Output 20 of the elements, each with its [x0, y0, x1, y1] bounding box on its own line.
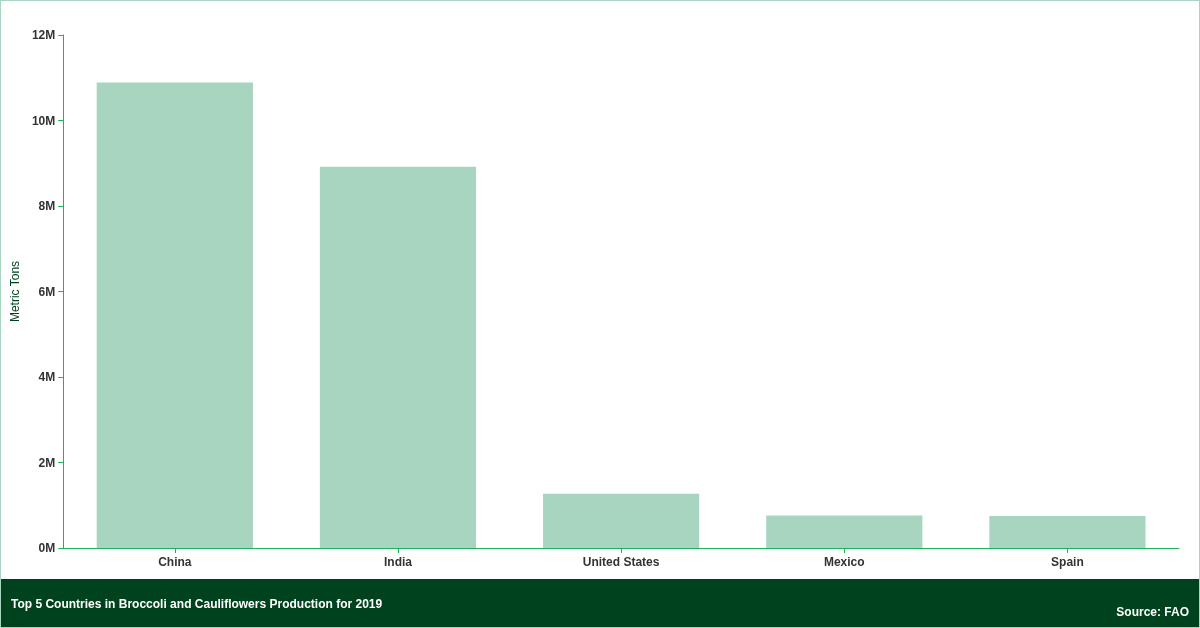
x-tick-label: Spain [1051, 555, 1084, 569]
x-tick-label: United States [582, 555, 660, 569]
y-tick-label: 2M [38, 455, 56, 470]
source-note: Source: FAO [1116, 605, 1189, 619]
y-tick-label: 0M [38, 541, 56, 555]
text: Top 5 Countries in Broccoli and Cauliflowers Production for 2019 [11, 597, 383, 611]
y-tick-label: 6M [38, 284, 56, 299]
y-tick-label: 10M [31, 113, 56, 128]
x-tick-label: China [158, 555, 192, 569]
bar [96, 82, 253, 548]
bar [989, 515, 1146, 548]
y-tick-label: 4M [38, 370, 56, 384]
y-tick-label: 12M [31, 28, 56, 42]
x-tick-label: India [383, 555, 413, 569]
y-tick-label: 8M [38, 199, 56, 213]
x-tick-label: Mexico [823, 555, 865, 569]
bar [766, 515, 923, 548]
bar [319, 166, 477, 548]
y-axis-title: Metric Tons [8, 260, 22, 323]
bar [543, 493, 700, 548]
